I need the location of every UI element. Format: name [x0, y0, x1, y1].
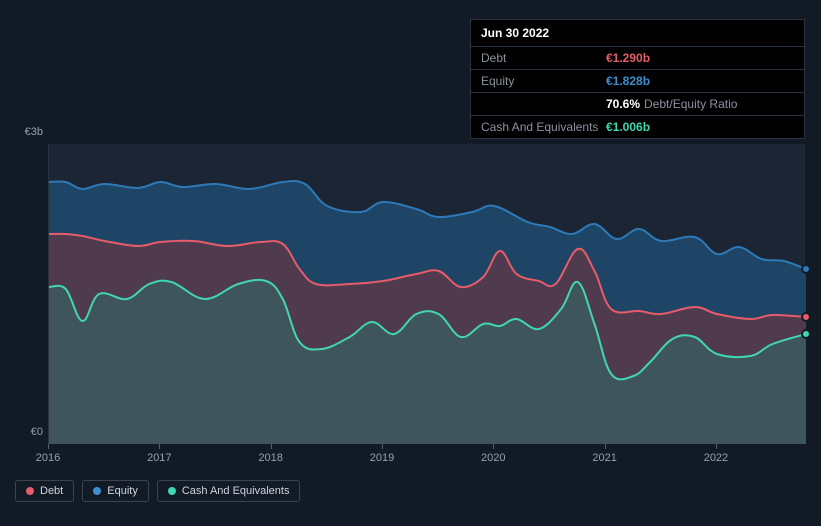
x-tick — [493, 444, 494, 449]
x-tick — [605, 444, 606, 449]
debt-equity-chart: €3b €0 2016201720182019202020212022 Debt… — [15, 144, 805, 506]
legend-dot-icon — [93, 487, 101, 495]
legend-item[interactable]: Debt — [15, 480, 74, 502]
x-axis-label: 2022 — [704, 452, 728, 464]
legend-label: Debt — [40, 485, 63, 497]
y-axis-label-top: €3b — [15, 126, 43, 138]
tooltip-label: Debt — [481, 51, 606, 65]
tooltip-suffix: Debt/Equity Ratio — [644, 97, 737, 111]
x-axis-label: 2020 — [481, 452, 505, 464]
x-axis-label: 2018 — [258, 452, 282, 464]
chart-svg — [49, 144, 806, 444]
legend-label: Equity — [107, 485, 138, 497]
tooltip-row: 70.6% Debt/Equity Ratio — [471, 93, 804, 116]
legend-item[interactable]: Equity — [82, 480, 149, 502]
x-tick — [382, 444, 383, 449]
legend-dot-icon — [26, 487, 34, 495]
series-end-marker — [801, 329, 811, 339]
tooltip-row: Equity€1.828b — [471, 70, 804, 93]
chart-legend: Debt Equity Cash And Equivalents — [15, 480, 300, 502]
x-axis-label: 2019 — [370, 452, 394, 464]
tooltip-label: Cash And Equivalents — [481, 120, 606, 134]
legend-label: Cash And Equivalents — [182, 485, 290, 497]
tooltip-value: €1.828b — [606, 74, 650, 88]
plot-area[interactable] — [48, 144, 805, 444]
legend-item[interactable]: Cash And Equivalents — [157, 480, 301, 502]
tooltip-value: €1.290b — [606, 51, 650, 65]
series-end-marker — [801, 312, 811, 322]
tooltip-value: 70.6% — [606, 97, 640, 111]
x-axis-label: 2016 — [36, 452, 60, 464]
y-axis-label-bottom: €0 — [15, 426, 43, 438]
tooltip-row: Debt€1.290b — [471, 47, 804, 70]
x-tick — [48, 444, 49, 449]
tooltip-date: Jun 30 2022 — [471, 20, 804, 47]
chart-tooltip: Jun 30 2022 Debt€1.290bEquity€1.828b70.6… — [470, 19, 805, 139]
x-tick — [271, 444, 272, 449]
tooltip-label: Equity — [481, 74, 606, 88]
x-axis-label: 2021 — [592, 452, 616, 464]
x-tick — [159, 444, 160, 449]
x-tick — [716, 444, 717, 449]
series-end-marker — [801, 264, 811, 274]
legend-dot-icon — [168, 487, 176, 495]
x-axis-label: 2017 — [147, 452, 171, 464]
tooltip-value: €1.006b — [606, 120, 650, 134]
tooltip-label — [481, 97, 606, 111]
tooltip-row: Cash And Equivalents€1.006b — [471, 116, 804, 138]
